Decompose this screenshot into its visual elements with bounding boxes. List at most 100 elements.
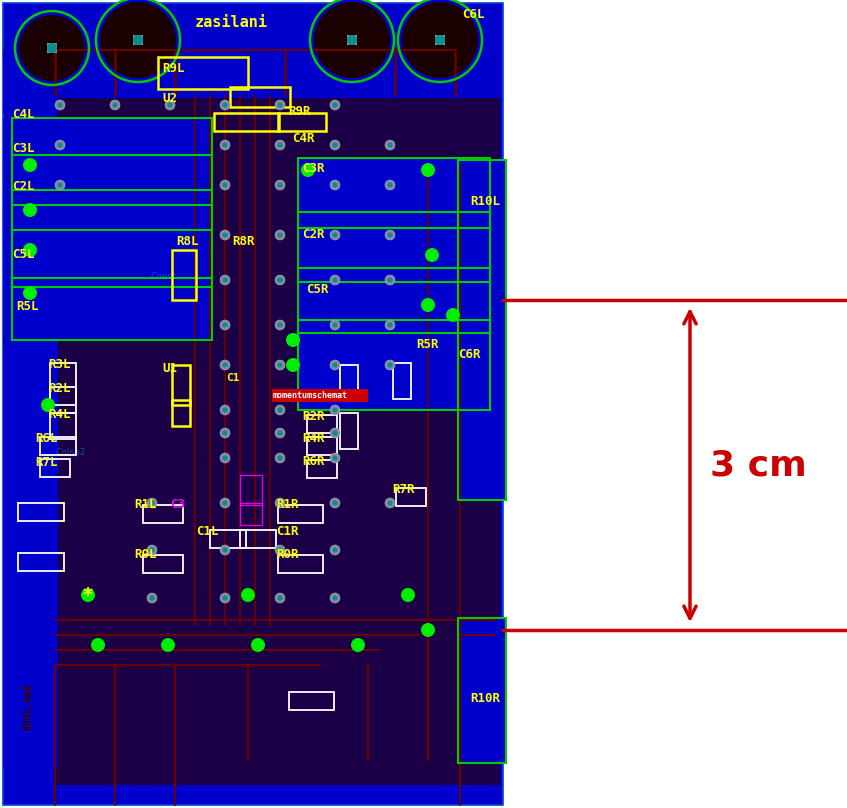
Text: momentumschemat: momentumschemat	[273, 392, 348, 401]
Circle shape	[333, 456, 337, 461]
Circle shape	[275, 140, 285, 150]
Circle shape	[333, 277, 337, 283]
Circle shape	[220, 498, 230, 508]
Text: C4L: C4L	[12, 108, 35, 121]
Circle shape	[223, 431, 228, 436]
Bar	[307, 460, 337, 478]
Circle shape	[278, 595, 283, 600]
Bar	[55, 50, 500, 785]
Bar	[240, 475, 262, 505]
Circle shape	[421, 163, 435, 177]
Bar	[435, 35, 445, 45]
Bar	[230, 87, 290, 107]
Circle shape	[330, 545, 340, 555]
Text: U2: U2	[162, 92, 177, 105]
Circle shape	[333, 103, 337, 107]
Circle shape	[278, 456, 283, 461]
Circle shape	[275, 100, 285, 110]
Circle shape	[330, 593, 340, 603]
Circle shape	[333, 407, 337, 413]
Circle shape	[220, 100, 230, 110]
Bar	[298, 268, 490, 333]
Text: C3L: C3L	[12, 142, 35, 155]
Circle shape	[223, 548, 228, 553]
Circle shape	[19, 15, 85, 81]
Bar	[172, 400, 190, 426]
Circle shape	[385, 180, 395, 190]
Circle shape	[55, 140, 65, 150]
Text: zasilani: zasilani	[195, 15, 268, 30]
Circle shape	[385, 230, 395, 240]
Circle shape	[333, 142, 337, 148]
Circle shape	[286, 358, 300, 372]
Bar	[3, 3, 503, 805]
Circle shape	[385, 140, 395, 150]
Bar	[307, 415, 337, 433]
Circle shape	[223, 407, 228, 413]
Bar	[12, 155, 212, 230]
Text: R4R: R4R	[302, 432, 324, 445]
Bar	[278, 505, 323, 523]
Bar	[459, 161, 505, 499]
Bar	[3, 50, 58, 115]
Bar	[143, 555, 183, 573]
Circle shape	[223, 363, 228, 368]
Circle shape	[275, 360, 285, 370]
Circle shape	[23, 286, 37, 300]
Text: R0L: R0L	[134, 548, 157, 561]
Circle shape	[351, 638, 365, 652]
Text: C2L: C2L	[12, 180, 35, 193]
Bar	[340, 413, 358, 449]
Text: 3 cm: 3 cm	[710, 448, 806, 482]
Text: C4R: C4R	[292, 132, 314, 145]
Text: C3R: C3R	[302, 162, 324, 175]
Text: C3: C3	[170, 498, 185, 511]
Circle shape	[278, 500, 283, 506]
Bar	[18, 503, 64, 521]
Bar	[299, 213, 489, 281]
Bar	[133, 35, 143, 45]
Circle shape	[15, 11, 89, 85]
Circle shape	[387, 233, 392, 238]
Circle shape	[278, 277, 283, 283]
Text: R8L: R8L	[176, 235, 198, 248]
Bar	[240, 530, 276, 548]
Bar	[47, 43, 57, 53]
Circle shape	[147, 593, 157, 603]
Text: R0R: R0R	[276, 548, 298, 561]
Text: R6L: R6L	[35, 432, 58, 445]
Circle shape	[330, 453, 340, 463]
Text: C1L: C1L	[196, 525, 219, 538]
Bar	[307, 437, 337, 455]
Circle shape	[330, 180, 340, 190]
Text: R2R: R2R	[302, 410, 324, 423]
Text: R5L: R5L	[16, 300, 38, 313]
Text: R1R: R1R	[276, 498, 298, 511]
Circle shape	[223, 277, 228, 283]
Bar	[289, 692, 334, 710]
Bar	[299, 159, 489, 227]
Circle shape	[330, 230, 340, 240]
Circle shape	[168, 103, 173, 107]
Bar	[272, 389, 368, 402]
Text: R4L: R4L	[48, 408, 70, 421]
Bar	[340, 365, 358, 401]
Circle shape	[333, 233, 337, 238]
Bar	[3, 3, 503, 805]
Circle shape	[333, 363, 337, 368]
Circle shape	[314, 2, 390, 78]
Text: Colsp2: Colsp2	[55, 448, 86, 457]
Circle shape	[161, 638, 175, 652]
Text: C1: C1	[226, 373, 240, 383]
Circle shape	[275, 545, 285, 555]
Text: C6L: C6L	[462, 8, 484, 21]
Circle shape	[286, 333, 300, 347]
Circle shape	[220, 453, 230, 463]
Text: K891.6mK: K891.6mK	[23, 683, 33, 730]
Circle shape	[275, 498, 285, 508]
Circle shape	[275, 320, 285, 330]
Text: Const: Const	[150, 272, 175, 281]
Circle shape	[223, 233, 228, 238]
Circle shape	[278, 142, 283, 148]
Circle shape	[330, 405, 340, 415]
